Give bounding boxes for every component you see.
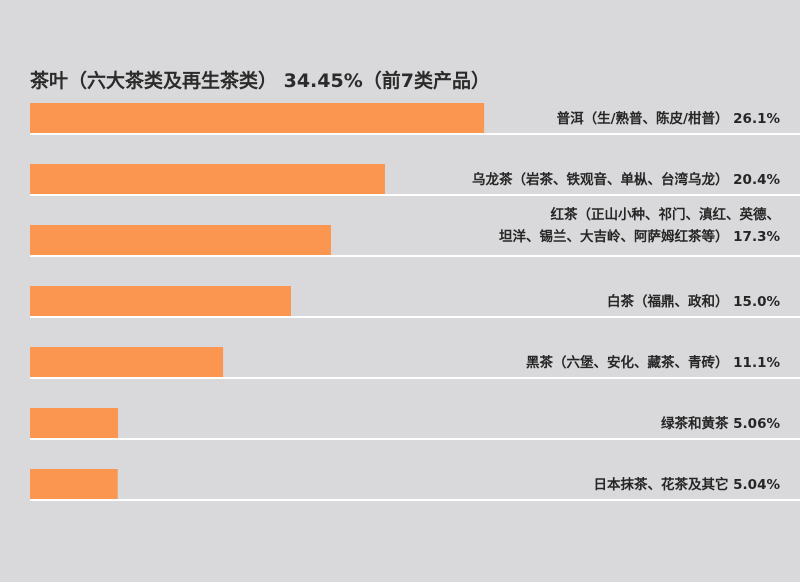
chart-title: 茶叶（六大茶类及再生茶类） 34.45%（前7类产品）	[30, 70, 490, 92]
category-label-6: 日本抹茶、花茶及其它 5.04%	[593, 476, 780, 493]
bar-0	[30, 103, 485, 133]
bar-baseline-3	[30, 316, 800, 318]
bar-baseline-6	[30, 499, 800, 501]
bar-5	[30, 408, 119, 438]
category-label-3: 白茶（福鼎、政和） 15.0%	[607, 293, 781, 310]
bar-baseline-0	[30, 133, 800, 135]
bar-6	[30, 469, 118, 499]
bar-1	[30, 164, 385, 194]
category-label-2-line-0: 红茶（正山小种、祁门、滇红、英德、	[551, 206, 781, 223]
category-label-0: 普洱（生/熟普、陈皮/柑普） 26.1%	[557, 110, 781, 127]
bar-baseline-2	[30, 255, 800, 257]
bar-baseline-1	[30, 194, 800, 196]
bar-baseline-5	[30, 438, 800, 440]
bar-2	[30, 225, 332, 255]
category-label-5: 绿茶和黄茶 5.06%	[661, 415, 781, 432]
category-label-2-line-1: 坦洋、锡兰、大吉岭、阿萨姆红茶等） 17.3%	[499, 228, 781, 245]
bar-4	[30, 347, 224, 377]
category-label-1: 乌龙茶（岩茶、铁观音、单枞、台湾乌龙） 20.4%	[472, 171, 781, 188]
bar-baseline-4	[30, 377, 800, 379]
bar-3	[30, 286, 291, 316]
category-label-4: 黑茶（六堡、安化、藏茶、青砖） 11.1%	[526, 354, 781, 371]
